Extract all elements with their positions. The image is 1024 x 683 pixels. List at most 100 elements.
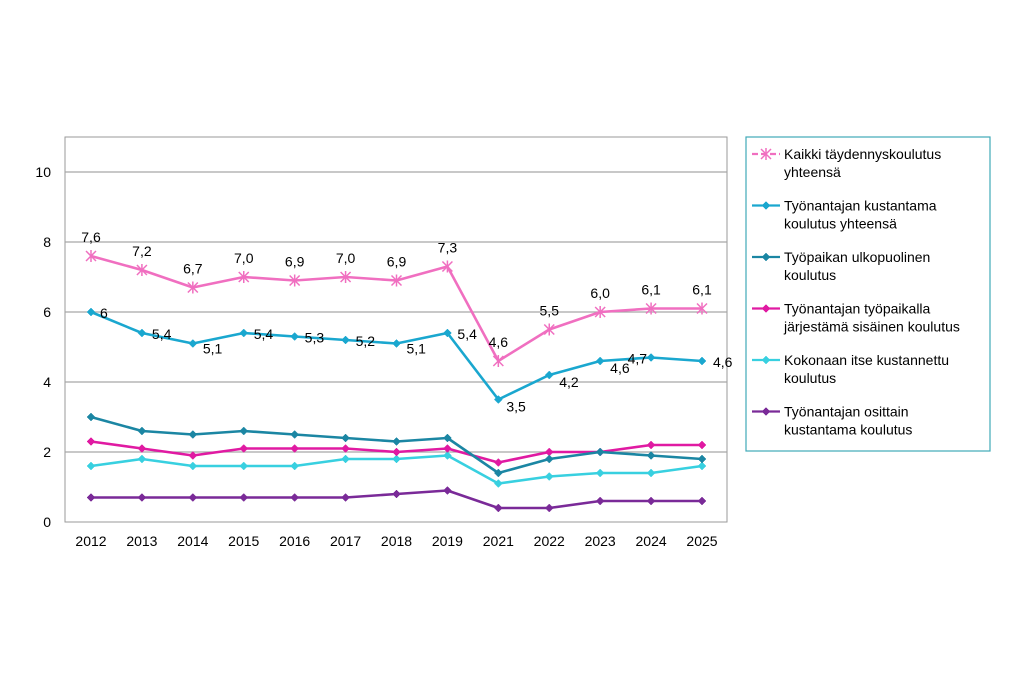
data-point: [645, 302, 657, 315]
data-label: 3,5: [506, 399, 526, 415]
y-tick-label: 10: [35, 164, 51, 180]
legend-label: koulutus: [784, 370, 836, 386]
x-tick-label: 2021: [483, 533, 514, 549]
data-point: [341, 493, 350, 502]
data-label: 6,9: [285, 254, 305, 270]
data-point: [595, 468, 605, 478]
y-tick-label: 6: [43, 304, 51, 320]
legend-label: Kokonaan itse kustannettu: [784, 352, 949, 368]
data-point: [697, 454, 707, 464]
legend-box: [745, 136, 991, 452]
data-point: [493, 479, 503, 488]
data-label: 6,7: [183, 261, 203, 277]
data-point: [544, 503, 554, 513]
data-label: 7,6: [81, 229, 101, 245]
data-point: [594, 306, 606, 318]
series-6: [86, 486, 707, 513]
x-tick-label: 2025: [686, 533, 717, 549]
data-point: [392, 454, 401, 464]
x-tick-label: 2012: [75, 533, 106, 549]
data-point: [392, 339, 401, 348]
legend-label: koulutus yhteensä: [784, 216, 897, 232]
legend-label: yhteensä: [784, 164, 841, 180]
legend-label: Kaikki täydennyskoulutus: [784, 146, 941, 162]
data-point: [392, 489, 401, 499]
data-point: [188, 493, 198, 502]
data-point: [239, 493, 249, 502]
legend: Kaikki täydennyskoulutus yhteensä Työnanta…: [745, 136, 991, 452]
data-point: [86, 412, 96, 422]
x-tick-label: 2023: [585, 533, 616, 549]
data-label: 5,4: [457, 326, 477, 342]
data-point: [595, 447, 605, 457]
data-point: [697, 496, 707, 506]
data-point: [137, 454, 147, 464]
data-point: [341, 335, 350, 345]
legend-label: Työnantajan osittain: [784, 404, 909, 420]
data-point: [86, 437, 96, 446]
data-point: [137, 426, 147, 436]
data-point: [696, 302, 708, 315]
series-1: [85, 250, 708, 367]
x-tick-label: 2015: [228, 533, 259, 549]
data-point: [239, 426, 249, 436]
data-point: [697, 356, 707, 366]
data-point: [646, 353, 656, 362]
legend-item: Kaikki täydennyskoulutus yhteensä: [752, 146, 941, 180]
series-3: [86, 412, 707, 478]
legend-label: Työpaikan ulkopuolinen: [784, 249, 930, 265]
data-labels: 7,6 7,2 6,7 7,0 6,9 7,0 6,9 7,3 4,6 5,5 6,0 6,1 6,1 6…: [81, 229, 732, 415]
data-label: 7,0: [336, 250, 356, 266]
data-point: [646, 468, 656, 478]
data-label: 6: [100, 305, 108, 321]
data-point: [341, 444, 350, 453]
data-point: [137, 493, 147, 502]
data-point: [86, 307, 96, 317]
x-tick-label: 2014: [177, 533, 208, 549]
data-point: [493, 458, 503, 467]
series-lines: [85, 250, 708, 513]
data-point: [137, 444, 147, 453]
data-point: [188, 451, 198, 460]
data-point: [761, 407, 771, 416]
x-tick-label: 2022: [534, 533, 565, 549]
data-point: [188, 430, 198, 439]
data-point: [493, 395, 503, 404]
data-label: 4,6: [713, 354, 733, 370]
data-point: [760, 148, 772, 160]
data-point: [761, 304, 771, 313]
x-tick-label: 2013: [126, 533, 157, 549]
data-point: [392, 447, 401, 457]
data-point: [443, 444, 452, 453]
data-point: [85, 250, 97, 262]
data-point: [289, 274, 301, 287]
legend-label: järjestämä sisäinen koulutus: [783, 319, 960, 335]
legend-item: Työpaikan ulkopuolinen koulutus: [752, 249, 930, 283]
data-point: [290, 332, 300, 341]
data-point: [341, 433, 350, 443]
data-point: [238, 271, 250, 283]
data-point: [646, 496, 656, 506]
data-point: [443, 328, 452, 338]
data-point: [86, 461, 96, 471]
data-label: 4,6: [489, 334, 509, 350]
data-point: [290, 493, 300, 502]
legend-label: koulutus: [784, 267, 836, 283]
data-point: [544, 472, 554, 481]
data-point: [544, 370, 554, 380]
legend-item: Työnantajan työpaikalla järjestämä sisäin…: [752, 301, 960, 335]
data-point: [392, 437, 401, 446]
data-label: 6,1: [641, 282, 661, 298]
data-label: 5,2: [356, 333, 376, 349]
data-label: 4,6: [610, 360, 630, 376]
data-label: 4,7: [628, 351, 648, 367]
x-tick-label: 2017: [330, 533, 361, 549]
legend-label: kustantama koulutus: [784, 422, 912, 438]
legend-label: Työnantajan kustantama: [784, 198, 937, 214]
data-label: 5,1: [203, 341, 223, 357]
data-point: [493, 468, 503, 478]
legend-item: Kokonaan itse kustannettu koulutus: [752, 352, 949, 386]
legend-item: Työnantajan kustantama koulutus yhteensä: [752, 198, 937, 232]
data-point: [188, 461, 198, 471]
